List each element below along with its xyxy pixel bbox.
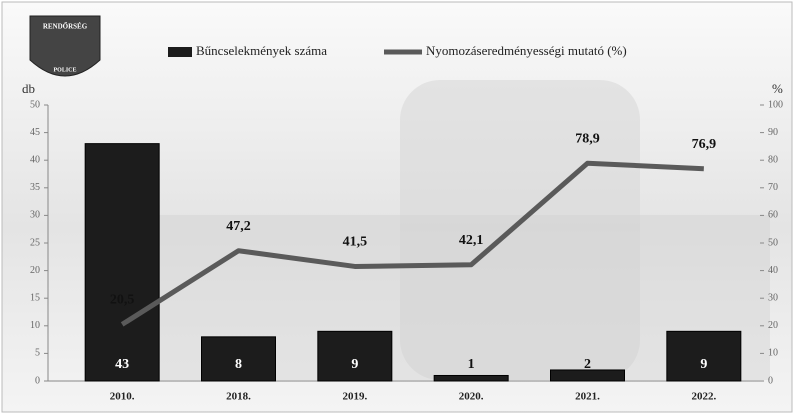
bar-value-label: 43 (115, 357, 129, 372)
bar (317, 330, 393, 382)
x-tick-label: 2019. (342, 391, 367, 403)
background-building (400, 80, 640, 380)
y2-tick-label: 30 (768, 292, 778, 303)
logo: RENDŐRSÉG POLICE (29, 15, 101, 77)
bar (666, 330, 742, 382)
y2-tick-label: 0 (768, 375, 773, 386)
y-tick-label: 15 (30, 292, 40, 303)
legend-label: Bűncselekmények száma (196, 43, 327, 58)
y2-axis-label: % (772, 81, 783, 96)
x-tick-label: 2018. (226, 391, 251, 403)
y-tick-label: 40 (30, 154, 40, 165)
y2-tick-label: 20 (768, 320, 778, 331)
y2-tick-label: 80 (768, 154, 778, 165)
line-value-label: 41,5 (343, 235, 368, 250)
y2-tick-label: 40 (768, 265, 778, 276)
bar (201, 336, 276, 382)
bar-value-label: 9 (351, 357, 358, 372)
line-value-label: 20,5 (110, 293, 135, 308)
bar-value-label: 2 (584, 357, 591, 372)
y-tick-label: 5 (35, 348, 40, 359)
logo-bottom: POLICE (53, 67, 76, 73)
y-tick-label: 30 (30, 210, 40, 221)
line-value-label: 42,1 (459, 233, 484, 248)
line-value-label: 76,9 (692, 137, 717, 152)
x-tick-label: 2021. (575, 391, 600, 403)
x-tick-label: 2010. (110, 391, 135, 403)
y-tick-label: 35 (30, 182, 40, 193)
y-tick-label: 20 (30, 265, 40, 276)
legend-label: Nyomozáseredményességi mutató (%) (426, 43, 627, 58)
bar (433, 374, 509, 382)
y2-tick-label: 100 (768, 99, 783, 110)
y-tick-label: 50 (30, 99, 40, 110)
legend-swatch (168, 47, 192, 57)
x-tick-label: 2020. (459, 391, 484, 403)
logo-top: RENDŐRSÉG (43, 23, 88, 31)
y2-tick-label: 10 (768, 348, 778, 359)
logo-shield (29, 15, 101, 77)
y2-tick-label: 50 (768, 237, 778, 248)
bar-value-label: 1 (468, 357, 475, 372)
y-tick-label: 45 (30, 127, 40, 138)
y-axis-label: db (22, 81, 35, 96)
line-value-label: 47,2 (226, 219, 251, 234)
bar (550, 369, 625, 382)
y-tick-label: 0 (35, 375, 40, 386)
line (120, 160, 704, 327)
bar-value-label: 9 (700, 357, 707, 372)
y2-tick-label: 60 (768, 210, 778, 221)
y-tick-label: 10 (30, 320, 40, 331)
line-value-label: 78,9 (575, 131, 600, 146)
bar (84, 143, 160, 382)
bar-value-label: 8 (235, 357, 242, 372)
y2-tick-label: 90 (768, 127, 778, 138)
y-tick-label: 25 (30, 237, 40, 248)
y2-tick-label: 70 (768, 182, 778, 193)
x-tick-label: 2022. (691, 391, 716, 403)
